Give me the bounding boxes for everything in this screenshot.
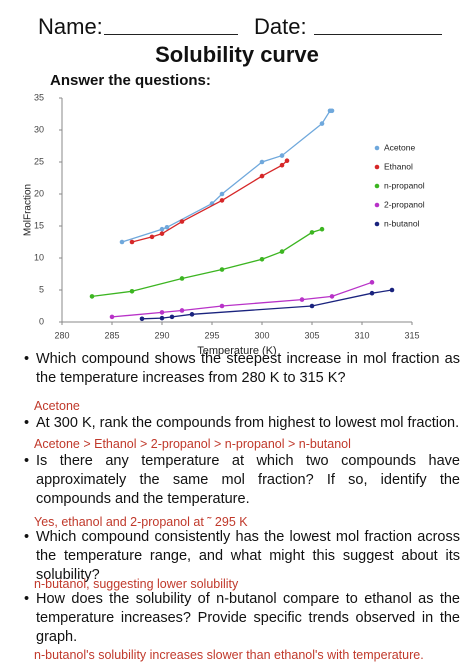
legend-label: Ethanol bbox=[384, 161, 413, 171]
data-point bbox=[129, 288, 135, 294]
legend-label: n-propanol bbox=[384, 180, 425, 190]
answer: n-butanol's solubility increases slower … bbox=[34, 648, 424, 662]
x-tick-label: 315 bbox=[404, 330, 419, 340]
name-label: Name: bbox=[38, 14, 103, 39]
y-axis-label: MolFraction bbox=[23, 184, 34, 236]
data-point bbox=[259, 159, 265, 165]
y-tick-label: 25 bbox=[34, 156, 44, 166]
question: How does the solubility of n-butanol com… bbox=[24, 590, 460, 647]
data-point bbox=[164, 224, 170, 230]
question: Which compound consistently has the lowe… bbox=[24, 528, 460, 585]
data-point bbox=[159, 310, 165, 315]
data-point bbox=[329, 108, 335, 114]
data-point bbox=[329, 294, 335, 299]
legend-marker bbox=[374, 145, 380, 151]
trend-line bbox=[141, 289, 393, 320]
answer: n-butanol, suggesting lower solubility bbox=[34, 577, 239, 591]
question: Which compound shows the steepest increa… bbox=[24, 350, 460, 388]
data-point bbox=[319, 121, 325, 126]
data-point bbox=[309, 303, 315, 309]
data-point bbox=[389, 287, 395, 293]
data-point bbox=[109, 314, 115, 320]
data-point bbox=[219, 303, 225, 309]
answer: Yes, ethanol and 2-propanol at ˜ 295 K bbox=[34, 515, 248, 529]
trend-line bbox=[111, 281, 373, 318]
data-point bbox=[219, 267, 225, 272]
data-point bbox=[179, 276, 185, 281]
data-point bbox=[284, 158, 290, 164]
data-point bbox=[159, 231, 165, 236]
legend-marker bbox=[374, 183, 380, 189]
legend-marker bbox=[374, 221, 380, 227]
data-point bbox=[159, 315, 165, 321]
y-tick-label: 5 bbox=[39, 284, 44, 294]
answer: Acetone > Ethanol > 2-propanol > n-propa… bbox=[34, 437, 351, 451]
data-point bbox=[169, 314, 175, 320]
date-label: Date: bbox=[254, 14, 307, 39]
data-point bbox=[179, 219, 185, 224]
x-tick-label: 310 bbox=[354, 330, 369, 340]
y-tick-label: 10 bbox=[34, 252, 44, 262]
x-tick-label: 300 bbox=[254, 330, 269, 340]
y-tick-label: 15 bbox=[34, 220, 44, 230]
date-line bbox=[314, 34, 442, 35]
legend-label: 2-propanol bbox=[384, 199, 425, 209]
x-tick-label: 290 bbox=[154, 330, 169, 340]
data-point bbox=[119, 239, 125, 245]
data-point bbox=[189, 312, 195, 317]
y-tick-label: 20 bbox=[34, 188, 44, 198]
data-point bbox=[279, 249, 285, 254]
data-point bbox=[279, 153, 285, 158]
legend-marker bbox=[374, 164, 380, 170]
trend-line bbox=[131, 160, 288, 243]
legend-label: Acetone bbox=[384, 142, 415, 152]
instructions: Answer the questions: bbox=[50, 72, 211, 89]
data-point bbox=[309, 230, 315, 235]
data-point bbox=[89, 294, 95, 299]
data-point bbox=[139, 316, 145, 322]
title: Solubility curve bbox=[155, 42, 319, 67]
data-point bbox=[219, 191, 225, 197]
data-point bbox=[279, 162, 285, 168]
question: Is there any temperature at which two co… bbox=[24, 452, 460, 509]
trend-line bbox=[121, 110, 332, 243]
name-line bbox=[104, 34, 238, 35]
x-tick-label: 285 bbox=[104, 330, 119, 340]
x-tick-label: 295 bbox=[204, 330, 219, 340]
data-point bbox=[259, 256, 265, 262]
trend-line bbox=[91, 228, 323, 298]
x-tick-label: 280 bbox=[54, 330, 69, 340]
y-tick-label: 35 bbox=[34, 92, 44, 102]
data-point bbox=[149, 234, 155, 240]
data-point bbox=[369, 290, 375, 296]
data-point bbox=[129, 239, 135, 245]
data-point bbox=[179, 308, 185, 313]
data-point bbox=[369, 280, 375, 285]
data-point bbox=[259, 173, 265, 179]
legend-label: n-butanol bbox=[384, 218, 420, 228]
x-tick-label: 305 bbox=[304, 330, 319, 340]
answer: Acetone bbox=[34, 399, 80, 413]
data-point bbox=[319, 226, 325, 232]
y-tick-label: 30 bbox=[34, 124, 44, 134]
data-point bbox=[299, 297, 305, 302]
y-tick-label: 0 bbox=[39, 316, 44, 326]
data-point bbox=[159, 226, 165, 232]
data-point bbox=[219, 198, 225, 203]
question: At 300 K, rank the compounds from highes… bbox=[24, 414, 460, 433]
legend-marker bbox=[374, 202, 380, 208]
